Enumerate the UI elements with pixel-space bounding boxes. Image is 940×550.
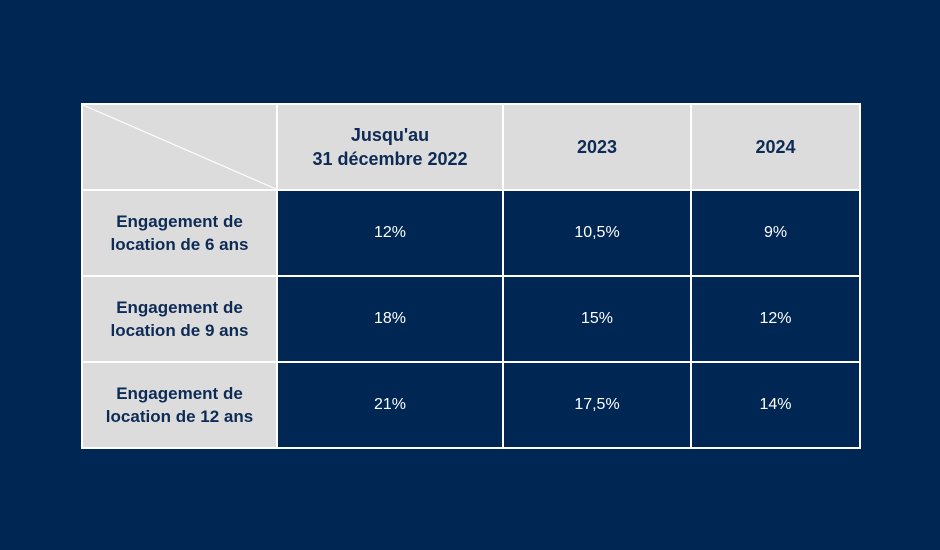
- row-header-line: Engagement de: [116, 384, 243, 403]
- value-cell: 12%: [690, 275, 861, 363]
- value-cell: 14%: [690, 361, 861, 449]
- rates-table-container: Jusqu'au 31 décembre 2022 2023 2024 Enga…: [81, 103, 861, 449]
- column-header-line: Jusqu'au: [350, 125, 430, 145]
- corner-cell: [81, 103, 278, 191]
- diagonal-divider: [83, 105, 276, 189]
- value-cell: 18%: [276, 275, 504, 363]
- table-row: Engagement de location de 6 ans 12% 10,5…: [81, 189, 861, 277]
- column-header-line: 2023: [576, 137, 618, 157]
- value-cell: 9%: [690, 189, 861, 277]
- value-cell: 15%: [502, 275, 692, 363]
- row-header-6-years: Engagement de location de 6 ans: [81, 189, 278, 277]
- header-row: Jusqu'au 31 décembre 2022 2023 2024: [81, 103, 861, 191]
- column-header-2024: 2024: [690, 103, 861, 191]
- row-header-12-years: Engagement de location de 12 ans: [81, 361, 278, 449]
- rates-table: Jusqu'au 31 décembre 2022 2023 2024 Enga…: [81, 103, 861, 449]
- table-row: Engagement de location de 12 ans 21% 17,…: [81, 361, 861, 449]
- row-header-9-years: Engagement de location de 9 ans: [81, 275, 278, 363]
- value-cell: 10,5%: [502, 189, 692, 277]
- row-header-line: Engagement de: [116, 298, 243, 317]
- row-header-line: location de 12 ans: [105, 407, 254, 426]
- column-header-line: 31 décembre 2022: [312, 149, 468, 169]
- row-header-line: location de 6 ans: [110, 235, 249, 254]
- column-header-line: 2024: [755, 137, 796, 157]
- value-cell: 21%: [276, 361, 504, 449]
- row-header-line: location de 9 ans: [110, 321, 249, 340]
- value-cell: 12%: [276, 189, 504, 277]
- value-cell: 17,5%: [502, 361, 692, 449]
- column-header-until-2022: Jusqu'au 31 décembre 2022: [276, 103, 504, 191]
- column-header-2023: 2023: [502, 103, 692, 191]
- table-row: Engagement de location de 9 ans 18% 15% …: [81, 275, 861, 363]
- row-header-line: Engagement de: [116, 212, 243, 231]
